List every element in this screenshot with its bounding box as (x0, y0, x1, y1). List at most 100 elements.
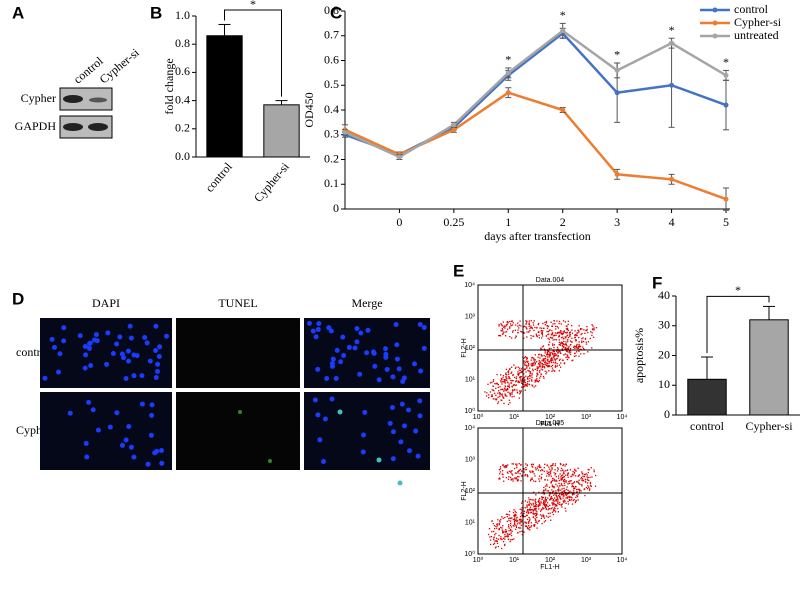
event (573, 355, 576, 358)
event (507, 388, 509, 391)
event (558, 343, 560, 346)
event (502, 329, 504, 331)
event (524, 378, 526, 381)
event (504, 385, 507, 388)
nucleus (139, 401, 145, 407)
event (487, 533, 490, 536)
event (526, 464, 528, 466)
y-tick-label: 10¹ (465, 519, 476, 526)
event (507, 535, 509, 537)
event (560, 497, 562, 499)
event (510, 529, 512, 531)
event (536, 505, 538, 508)
event (522, 357, 525, 359)
event (531, 376, 533, 379)
event (536, 467, 538, 469)
event (516, 475, 519, 478)
nucleus (57, 351, 63, 357)
event (557, 477, 560, 479)
event (564, 465, 566, 467)
event (566, 354, 568, 356)
column-label: Merge (351, 296, 382, 310)
event (506, 320, 509, 323)
x-tick-label: 10² (545, 414, 556, 421)
event (518, 327, 520, 329)
event (581, 485, 583, 487)
event (578, 350, 580, 352)
event (533, 386, 535, 388)
event (564, 362, 566, 364)
nucleus (144, 340, 150, 346)
event (575, 345, 578, 347)
event (520, 390, 522, 392)
event (560, 478, 563, 480)
event (557, 502, 559, 505)
event (526, 356, 528, 359)
event (587, 341, 590, 343)
event (515, 335, 518, 338)
event (558, 359, 561, 361)
event (510, 470, 512, 473)
event (558, 494, 560, 497)
event (546, 464, 548, 466)
event (549, 471, 551, 473)
event (510, 379, 512, 382)
event (501, 516, 503, 518)
nucleus (131, 373, 137, 379)
event (571, 332, 574, 335)
event (518, 476, 520, 478)
event (540, 355, 542, 357)
event (536, 522, 539, 524)
event (554, 323, 556, 325)
event (547, 505, 549, 508)
y-tick-label: 10 (658, 377, 670, 391)
event (544, 367, 546, 369)
event (504, 395, 506, 397)
event (544, 352, 546, 354)
nucleus (421, 345, 427, 351)
event (559, 496, 561, 499)
event (507, 464, 509, 466)
event (590, 467, 592, 469)
event (488, 397, 490, 399)
event (504, 327, 506, 329)
event (549, 355, 551, 357)
event (514, 477, 516, 479)
event (559, 485, 561, 487)
y-tick-label: 0.8 (324, 3, 339, 17)
event (563, 471, 565, 473)
event (538, 499, 540, 501)
event (545, 362, 547, 364)
event (557, 355, 559, 358)
point (723, 102, 729, 108)
event (526, 364, 528, 367)
nucleus (148, 432, 154, 438)
event (493, 542, 496, 545)
event (557, 507, 559, 510)
event (521, 514, 523, 516)
event (510, 526, 513, 528)
event (521, 331, 523, 333)
event (546, 371, 548, 373)
legend-label: control (734, 2, 769, 16)
event (593, 470, 595, 473)
event (513, 525, 515, 527)
event (552, 490, 554, 493)
event (564, 489, 566, 491)
event (549, 351, 551, 353)
event (508, 383, 510, 385)
event (567, 320, 569, 322)
event (496, 398, 498, 400)
event (548, 366, 550, 368)
event (530, 365, 533, 367)
event (578, 345, 580, 347)
event (575, 470, 577, 472)
x-tick-label: Cypher-si (745, 419, 793, 433)
nucleus (358, 330, 364, 336)
event (528, 504, 530, 506)
event (509, 393, 511, 395)
event (525, 322, 528, 324)
event (507, 472, 509, 474)
event (523, 467, 525, 470)
event (498, 524, 500, 526)
